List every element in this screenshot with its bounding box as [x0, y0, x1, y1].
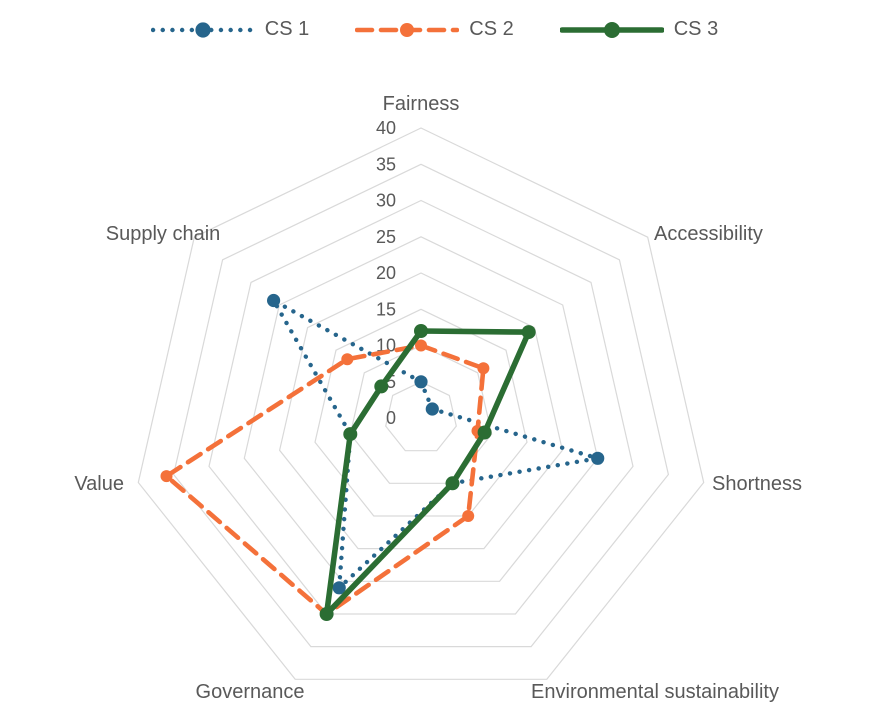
- grid-ring: [172, 163, 670, 648]
- data-point-cs-2-fairness: [415, 339, 427, 352]
- series-line-cs-1: [271, 298, 600, 590]
- data-point-cs-3-governance: [319, 607, 334, 621]
- axis-tick-label: 40: [376, 118, 396, 138]
- data-point-cs-1-shortness: [591, 451, 605, 465]
- axis-tick-label: 30: [376, 191, 396, 211]
- data-point-cs-1-accessibility: [425, 402, 439, 416]
- legend-label: CS 3: [673, 18, 719, 40]
- axis-tick-label: 0: [386, 408, 396, 428]
- category-label: Shortness: [712, 473, 802, 495]
- axis-tick-label: 15: [376, 299, 396, 319]
- series-line-cs-2: [164, 343, 486, 617]
- category-label: Accessibility: [654, 223, 763, 245]
- data-point-cs-1-governance: [332, 581, 346, 595]
- data-point-cs-3-supply-chain: [374, 379, 389, 394]
- series-line-cs-3: [323, 328, 532, 617]
- axis-tick-label: 10: [376, 336, 396, 356]
- data-point-cs-3-environmental-sustainability: [445, 476, 460, 491]
- axis-tick-label: 20: [376, 263, 396, 283]
- grid-ring: [137, 127, 705, 680]
- data-point-cs-2-supply-chain: [341, 353, 354, 366]
- category-label: Environmental sustainability: [531, 681, 779, 703]
- chart-legend: CS 1 CS 2 CS 3: [0, 18, 869, 41]
- grid-ring: [243, 236, 599, 582]
- legend-label: CS 2: [469, 18, 514, 40]
- grid-ring: [385, 381, 457, 452]
- axis-tick-label: 25: [376, 227, 396, 247]
- data-point-cs-3-value: [343, 427, 358, 442]
- category-label: Governance: [196, 681, 305, 703]
- data-point-cs-1-fairness: [414, 375, 428, 389]
- legend-item-cs-2: CS 2: [355, 18, 514, 41]
- legend-marker-cs-1: [150, 21, 255, 38]
- category-label: Value: [74, 473, 124, 495]
- axis-tick-label: 5: [386, 372, 396, 392]
- legend-marker-cs-3: [559, 21, 664, 38]
- legend-item-cs-1: CS 1: [150, 18, 310, 41]
- legend-marker-cs-2: [355, 22, 460, 37]
- data-point-cs-2-environmental-sustainability: [462, 510, 475, 522]
- data-point-cs-2-accessibility: [477, 362, 490, 375]
- data-point-cs-2-value: [160, 470, 173, 483]
- legend-item-cs-3: CS 3: [559, 18, 719, 41]
- data-point-cs-3-accessibility: [521, 325, 536, 340]
- grid-ring: [208, 199, 634, 615]
- category-label: Fairness: [383, 93, 460, 115]
- grid-ring: [349, 344, 493, 484]
- legend-label: CS 1: [264, 18, 310, 40]
- data-point-cs-3-shortness: [477, 425, 492, 440]
- category-label: Supply chain: [106, 223, 221, 245]
- axis-tick-label: 35: [376, 154, 396, 174]
- data-point-cs-1-supply-chain: [267, 293, 281, 308]
- data-point-cs-3-fairness: [414, 324, 428, 338]
